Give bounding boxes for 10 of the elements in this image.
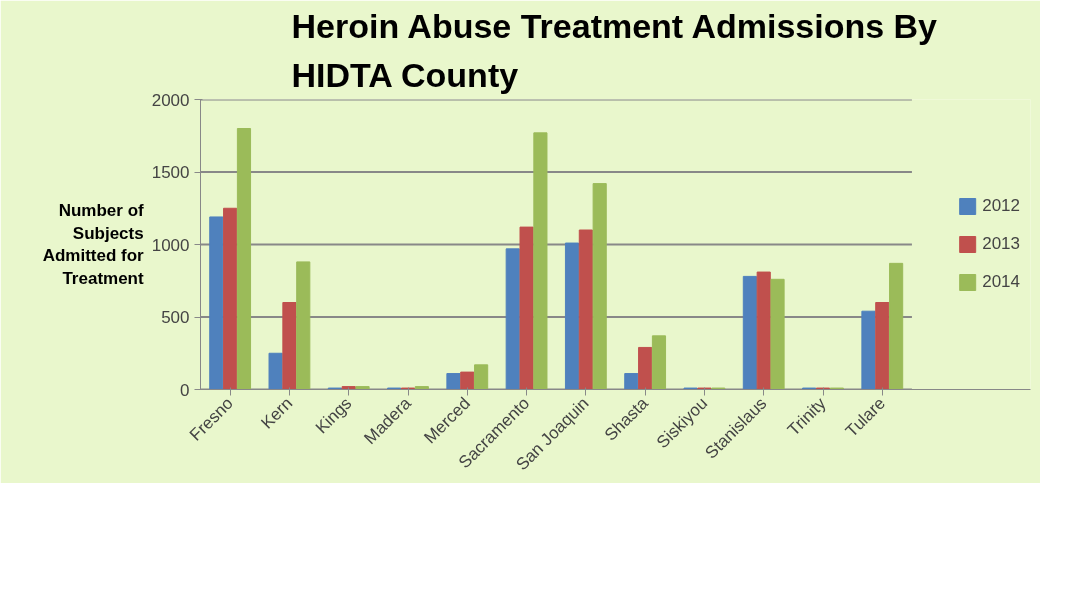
y-tick-label: 2000 bbox=[151, 90, 190, 110]
y-tick-label: 1000 bbox=[151, 235, 190, 255]
y-tick-label: 500 bbox=[161, 308, 190, 327]
legend-label: 2014 bbox=[982, 272, 1020, 292]
legend-label: 2012 bbox=[982, 196, 1020, 216]
y-tick-label: 1500 bbox=[151, 163, 190, 182]
chart-title: Heroin Abuse Treatment Admissions By HIDTA County bbox=[291, 7, 938, 95]
y-tick-label: 0 bbox=[180, 380, 190, 400]
legend-label: 2013 bbox=[982, 234, 1020, 254]
y-axis-title: Number of Subjects Admitted for Treatment bbox=[42, 200, 145, 289]
